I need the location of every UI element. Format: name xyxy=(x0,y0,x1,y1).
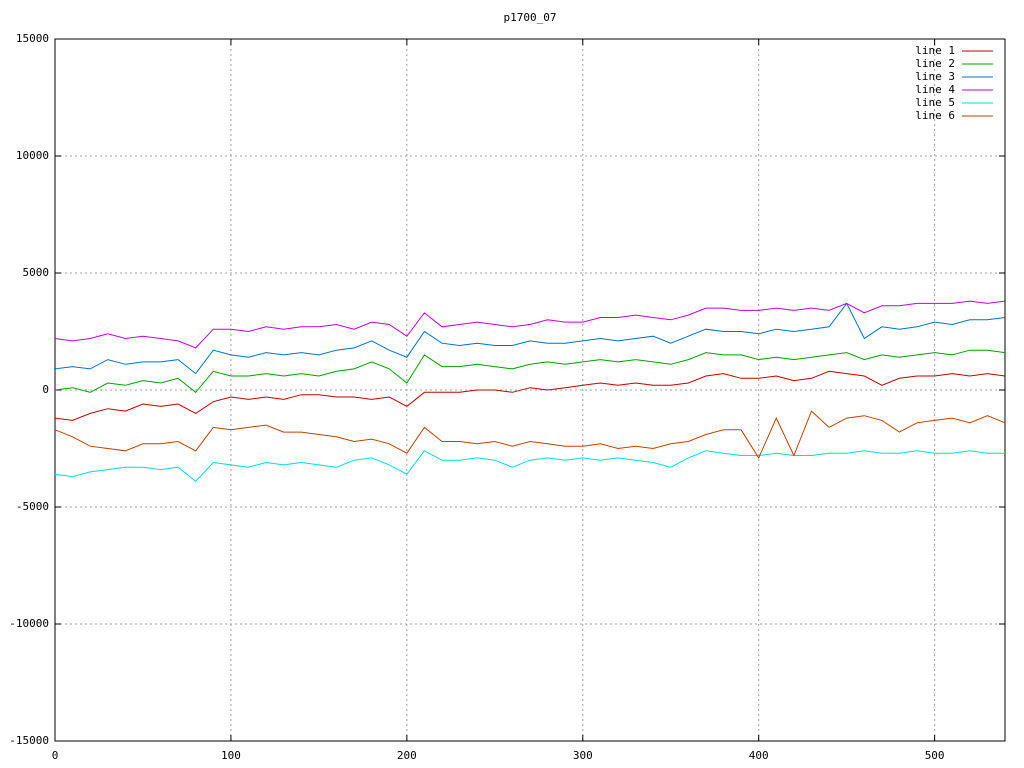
legend-label: line 1 xyxy=(915,44,955,57)
series-line xyxy=(54,450,1005,482)
legend-label: line 4 xyxy=(915,83,955,96)
series-line xyxy=(54,370,1006,421)
x-tick-label: 400 xyxy=(749,749,769,762)
legend-label: line 5 xyxy=(915,96,955,109)
legend-label: line 3 xyxy=(915,70,955,83)
x-tick-label: 500 xyxy=(925,749,945,762)
series-line xyxy=(54,349,1006,393)
y-tick-label: 0 xyxy=(42,383,49,396)
series-line xyxy=(54,300,1006,349)
x-tick-label: 0 xyxy=(52,749,59,762)
chart-title: p1700_07 xyxy=(504,11,557,24)
x-tick-label: 300 xyxy=(573,749,593,762)
series-line xyxy=(54,410,1006,459)
y-tick-label: -15000 xyxy=(9,734,49,747)
y-tick-label: -10000 xyxy=(9,617,49,630)
x-tick-label: 100 xyxy=(221,749,241,762)
y-tick-label: 10000 xyxy=(16,149,49,162)
legend-label: line 2 xyxy=(915,57,955,70)
y-tick-label: 5000 xyxy=(23,266,50,279)
legend-label: line 6 xyxy=(915,109,955,122)
series-line xyxy=(54,302,1006,375)
x-tick-label: 200 xyxy=(397,749,417,762)
y-tick-label: 15000 xyxy=(16,32,49,45)
y-tick-label: -5000 xyxy=(16,500,49,513)
